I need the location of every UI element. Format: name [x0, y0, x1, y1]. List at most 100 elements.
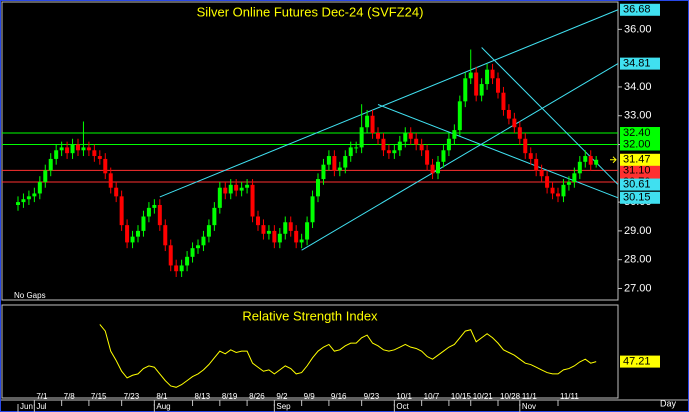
level-label: 31.10: [623, 164, 651, 176]
candle-body: [566, 181, 571, 185]
candle-body: [381, 138, 386, 151]
x-tick-label: 10/7: [424, 392, 440, 401]
candle-body: [114, 187, 119, 197]
x-tick-label: 7/23: [124, 392, 140, 401]
candle-body: [397, 141, 402, 151]
candle-body: [321, 164, 326, 180]
x-tick-label: 9/2: [276, 392, 288, 401]
candle-body: [392, 150, 397, 154]
trend-label-box: [620, 3, 660, 16]
candle-body: [26, 196, 31, 200]
trend-label: 30.61: [623, 178, 651, 190]
candle-body: [572, 173, 577, 182]
candle-body: [299, 239, 304, 243]
candle-body: [425, 150, 430, 165]
last-price-box: [620, 153, 660, 166]
candle-body: [37, 181, 42, 194]
candle-body: [419, 144, 424, 151]
candle-body: [294, 230, 299, 243]
candle-body: [496, 78, 500, 93]
x-tick-label: 9/16: [331, 392, 347, 401]
x-tick-label: 9/9: [304, 392, 316, 401]
candle-body: [490, 69, 495, 79]
candle-body: [534, 158, 539, 171]
y-tick-label: 36.00: [624, 23, 652, 35]
candle-body: [32, 193, 37, 197]
y-tick-label: 27.00: [624, 282, 652, 294]
candle-body: [479, 84, 484, 96]
y-tick-label: 29.00: [624, 225, 652, 237]
candle-body: [528, 153, 533, 159]
rsi-line: [99, 324, 597, 388]
candle-body: [157, 204, 162, 226]
trend-line: [377, 104, 619, 199]
candle-body: [76, 144, 80, 151]
candle-body: [179, 265, 184, 272]
candle-body: [288, 222, 293, 231]
candle-body: [305, 222, 310, 240]
candle-body: [403, 133, 408, 142]
candle-body: [97, 156, 102, 159]
candle-body: [21, 199, 26, 203]
x-tick-label: 10/21: [473, 392, 494, 401]
candle-body: [277, 233, 282, 243]
candle-body: [81, 147, 86, 151]
month-label: Jul: [36, 402, 46, 411]
candle-body: [125, 225, 130, 243]
candle-body: [256, 216, 260, 226]
candle-body: [43, 170, 48, 182]
candle-body: [337, 167, 342, 171]
candle-body: [65, 147, 70, 154]
candle-body: [212, 207, 217, 226]
candle-body: [501, 92, 506, 110]
candle-body: [463, 78, 468, 102]
candle-body: [86, 147, 91, 151]
trend-label: 30.15: [623, 192, 651, 204]
candle-body: [446, 138, 451, 151]
candle-body: [206, 225, 211, 237]
candle-body: [332, 156, 337, 171]
y-tick-label: 33.00: [624, 110, 652, 122]
candle-body: [310, 196, 315, 223]
candle-body: [556, 193, 560, 197]
candle-body: [185, 256, 190, 266]
candle-body: [223, 187, 228, 194]
trend-line: [301, 63, 619, 251]
chart-title: Silver Online Futures Dec-24 (SVFZ24): [197, 4, 424, 19]
candle-body: [136, 230, 140, 237]
trend-label-box: [620, 191, 660, 204]
x-tick-label: 8/19: [222, 392, 238, 401]
main-panel-frame: [1, 1, 619, 301]
candle-body: [365, 115, 370, 128]
candle-body: [359, 127, 364, 148]
rsi-last-box: [620, 355, 660, 368]
level-label: 32.40: [623, 127, 651, 139]
candle-body: [261, 225, 266, 234]
candle-body: [594, 159, 599, 165]
level-label-box: [620, 164, 660, 177]
candle-body: [146, 207, 151, 217]
candle-body: [108, 173, 113, 188]
candle-body: [59, 147, 64, 151]
rsi-panel-frame: [1, 304, 619, 399]
candle-body: [539, 170, 544, 177]
x-tick-label: 7/8: [64, 392, 76, 401]
x-tick-label: 10/28: [500, 392, 521, 401]
trend-label-box: [620, 178, 660, 191]
candle-body: [577, 161, 582, 174]
candle-body: [217, 187, 222, 208]
candle-body: [190, 248, 195, 257]
candle-body: [523, 138, 528, 154]
candle-body: [468, 72, 473, 79]
month-label: Jun: [20, 402, 33, 411]
candle-body: [386, 150, 391, 154]
candle-body: [16, 202, 20, 205]
candle-body: [343, 156, 348, 168]
candle-body: [245, 184, 250, 188]
trend-line: [159, 9, 619, 198]
candle-body: [485, 69, 490, 85]
candle-body: [250, 184, 255, 217]
x-tick-label: 8/13: [195, 392, 211, 401]
month-label: Aug: [156, 402, 170, 411]
candle-body: [430, 164, 435, 174]
